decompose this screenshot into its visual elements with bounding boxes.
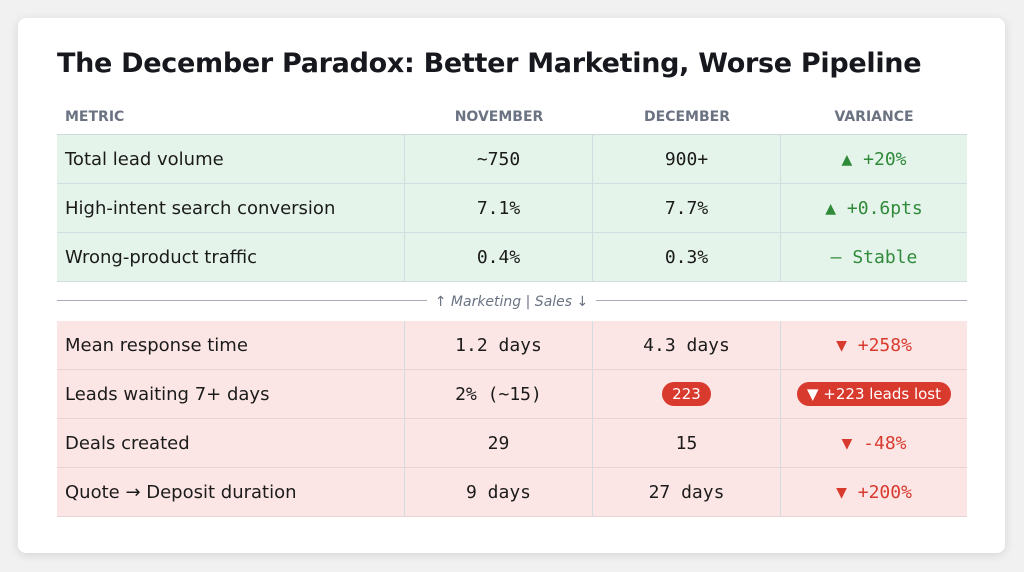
variance-cell: ▼ +258% — [781, 321, 967, 369]
november-cell-text: 7.1% — [476, 197, 521, 219]
december-cell: 900+ — [593, 135, 781, 183]
december-cell: 15 — [593, 419, 781, 467]
header-december: DECEMBER — [644, 109, 730, 125]
table-row: Mean response time 1.2 days 4.3 days ▼ +258… — [57, 321, 967, 370]
november-cell: 9 days — [405, 468, 593, 516]
december-cell-text: 7.7% — [664, 197, 709, 219]
variance-cell: ▲ +0.6pts — [781, 184, 967, 232]
variance-cell: ▼ +223 leads lost — [781, 370, 967, 418]
table-row: Wrong-product traffic 0.4% 0.3% — Stable — [57, 233, 967, 282]
variance-cell-text: ▲ +0.6pts — [825, 197, 923, 219]
sales-section: Mean response time 1.2 days 4.3 days ▼ +258… — [57, 321, 967, 517]
december-cell: 223 — [593, 370, 781, 418]
metric-cell: Wrong-product traffic — [57, 233, 405, 281]
marketing-section: Total lead volume ~750 900+ ▲ +20% High-inte… — [57, 135, 967, 282]
metric-cell-text: High-intent search conversion — [65, 197, 336, 219]
metric-cell: Deals created — [57, 419, 405, 467]
metric-cell: High-intent search conversion — [57, 184, 405, 232]
metric-cell-text: Mean response time — [65, 334, 248, 356]
page-title: The December Paradox: Better Marketing, … — [57, 48, 922, 79]
table-row: Deals created 29 15 ▼ -48% — [57, 419, 967, 468]
metric-cell: Leads waiting 7+ days — [57, 370, 405, 418]
november-cell-text: 2% (~15) — [455, 383, 542, 405]
november-cell: 2% (~15) — [405, 370, 593, 418]
december-cell: 4.3 days — [593, 321, 781, 369]
table-header: METRIC NOVEMBER DECEMBER VARIANCE — [57, 100, 967, 135]
metric-cell-text: Total lead volume — [65, 148, 224, 170]
december-cell: 7.7% — [593, 184, 781, 232]
metric-cell-text: Leads waiting 7+ days — [65, 383, 270, 405]
variance-cell: ▼ -48% — [781, 419, 967, 467]
december-cell: 27 days — [593, 468, 781, 516]
variance-cell-text: ▲ +20% — [841, 148, 907, 170]
variance-cell: ▼ +200% — [781, 468, 967, 516]
november-cell: 1.2 days — [405, 321, 593, 369]
header-variance: VARIANCE — [834, 109, 914, 125]
december-cell-text: 900+ — [664, 148, 709, 170]
table-row: Total lead volume ~750 900+ ▲ +20% — [57, 135, 967, 184]
highlight-badge: 223 — [662, 382, 711, 406]
metric-cell: Total lead volume — [57, 135, 405, 183]
november-cell-text: 9 days — [465, 481, 532, 503]
table-row: Quote → Deposit duration 9 days 27 days ▼ +… — [57, 468, 967, 517]
variance-cell-text: ▼ +258% — [836, 334, 912, 356]
card: The December Paradox: Better Marketing, … — [18, 18, 1005, 553]
november-cell-text: 1.2 days — [455, 334, 542, 356]
metric-cell-text: Deals created — [65, 432, 190, 454]
november-cell-text: 0.4% — [476, 246, 521, 268]
variance-cell-text: — Stable — [830, 246, 918, 268]
divider-label: ↑ Marketing | Sales ↓ — [426, 294, 597, 310]
december-cell: 0.3% — [593, 233, 781, 281]
november-cell: 0.4% — [405, 233, 593, 281]
metric-cell-text: Quote → Deposit duration — [65, 481, 297, 503]
variance-cell-text: ▼ +200% — [836, 481, 912, 503]
december-cell-text: 4.3 days — [643, 334, 730, 356]
variance-cell: — Stable — [781, 233, 967, 281]
december-cell-text: 27 days — [648, 481, 725, 503]
november-cell: 29 — [405, 419, 593, 467]
november-cell: ~750 — [405, 135, 593, 183]
metric-cell: Mean response time — [57, 321, 405, 369]
november-cell-text: 29 — [487, 432, 510, 454]
header-metric: METRIC — [65, 109, 125, 125]
november-cell: 7.1% — [405, 184, 593, 232]
december-cell-text: 0.3% — [664, 246, 709, 268]
variance-cell-text: ▼ -48% — [841, 432, 907, 454]
variance-cell-text: ▼ +223 leads lost — [796, 382, 951, 406]
metric-cell: Quote → Deposit duration — [57, 468, 405, 516]
header-november: NOVEMBER — [454, 109, 544, 125]
table-row: Leads waiting 7+ days 2% (~15) 223 ▼ +223 l… — [57, 370, 967, 419]
december-cell-text: 15 — [675, 432, 698, 454]
variance-cell: ▲ +20% — [781, 135, 967, 183]
table-row: High-intent search conversion 7.1% 7.7% ▲ +… — [57, 184, 967, 233]
november-cell-text: ~750 — [476, 148, 521, 170]
metric-cell-text: Wrong-product traffic — [65, 246, 258, 268]
